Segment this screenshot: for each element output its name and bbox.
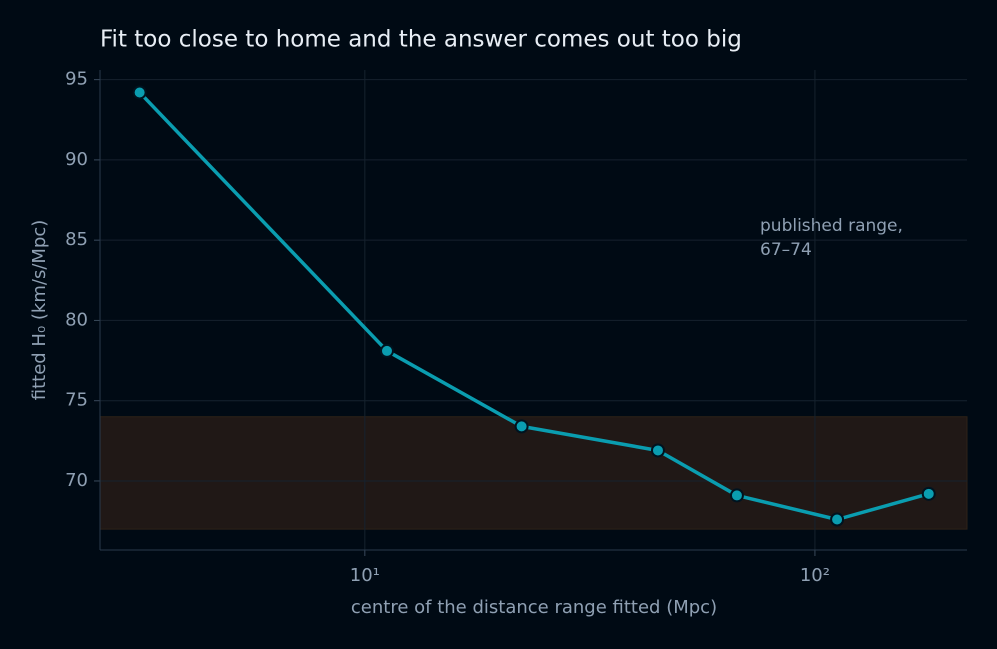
y-tick-label: 95 — [65, 69, 88, 90]
x-tick-label: 10² — [800, 565, 830, 586]
x-tick-label: 10¹ — [350, 565, 380, 586]
y-tick-label: 85 — [65, 229, 88, 250]
data-point — [514, 419, 529, 434]
y-tick-label: 70 — [65, 470, 88, 491]
chart-title: Fit too close to home and the answer com… — [100, 27, 742, 53]
y-axis-label: fitted H₀ (km/s/Mpc) — [29, 220, 50, 401]
x-axis-label: centre of the distance range fitted (Mpc… — [351, 597, 717, 618]
reference-band — [99, 416, 968, 530]
y-tick-label: 75 — [65, 390, 88, 411]
data-point — [921, 486, 936, 501]
y-tick-label: 80 — [65, 309, 88, 330]
data-point — [830, 512, 845, 527]
data-point — [729, 488, 744, 503]
data-point — [379, 343, 394, 358]
data-point — [132, 85, 147, 100]
band-label: published range, — [760, 216, 903, 236]
data-point — [650, 443, 665, 458]
band-label: 67–74 — [760, 240, 812, 260]
y-tick-label: 90 — [65, 149, 88, 170]
